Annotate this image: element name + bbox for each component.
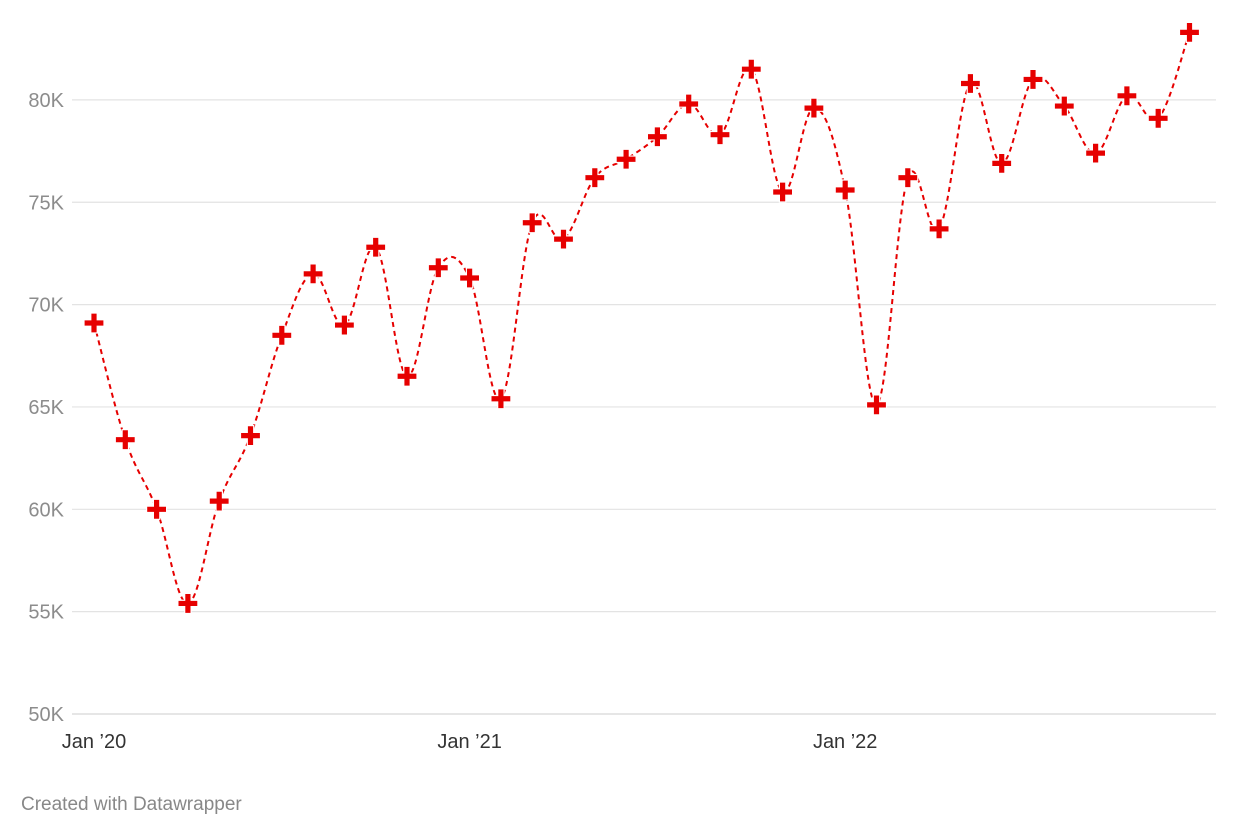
data-point-marker <box>1178 21 1201 43</box>
data-point-marker <box>177 592 199 615</box>
data-point-marker <box>959 72 981 95</box>
data-point-marker <box>396 365 418 387</box>
data-point-marker <box>146 498 168 520</box>
data-point-marker <box>803 97 825 119</box>
data-point-marker <box>1116 85 1138 107</box>
y-tick-label: 60K <box>28 499 64 521</box>
data-point-marker <box>1085 142 1107 164</box>
series-line <box>93 32 1191 605</box>
data-markers <box>83 21 1201 615</box>
data-point-marker <box>427 257 449 279</box>
credit-text: Created with Datawrapper <box>21 794 242 815</box>
data-point-marker <box>709 124 731 146</box>
data-point-marker <box>928 218 950 240</box>
data-point-marker <box>208 490 230 512</box>
data-point-marker <box>459 267 481 289</box>
data-point-marker <box>1147 107 1169 129</box>
data-point-marker <box>865 394 888 416</box>
y-tick-label: 80K <box>28 90 64 112</box>
data-point-marker <box>271 324 293 346</box>
x-tick-label: Jan ’21 <box>437 731 502 753</box>
data-point-marker <box>646 126 668 148</box>
x-tick-label: Jan ’20 <box>62 731 127 753</box>
data-point-marker <box>772 181 794 203</box>
data-point-marker <box>490 388 512 410</box>
x-tick-label: Jan ’22 <box>813 731 878 753</box>
data-point-marker <box>615 148 637 170</box>
y-axis-labels: 50K 55K 60K 65K 70K 75K 80K <box>28 90 64 726</box>
data-point-marker <box>991 152 1013 174</box>
data-point-marker <box>302 263 324 285</box>
data-point-marker <box>584 167 606 189</box>
data-point-marker <box>1053 95 1075 117</box>
data-point-marker <box>1022 68 1044 91</box>
data-point-marker <box>740 58 762 80</box>
y-tick-label: 55K <box>28 602 64 624</box>
gridlines <box>72 99 1216 715</box>
data-point-marker <box>552 228 575 250</box>
data-point-marker <box>897 167 919 189</box>
data-point-marker <box>239 425 262 447</box>
y-tick-label: 50K <box>28 704 64 726</box>
data-point-marker <box>333 314 355 336</box>
data-point-marker <box>834 179 856 201</box>
data-point-marker <box>83 312 105 334</box>
data-point-marker <box>365 236 387 258</box>
y-tick-label: 70K <box>28 295 64 317</box>
data-point-marker <box>678 93 700 115</box>
y-tick-label: 75K <box>28 192 64 214</box>
y-tick-label: 65K <box>28 397 64 419</box>
data-point-marker <box>114 429 136 451</box>
x-axis-labels: Jan ’20 Jan ’21 Jan ’22 <box>62 731 878 753</box>
data-point-marker <box>521 212 543 234</box>
